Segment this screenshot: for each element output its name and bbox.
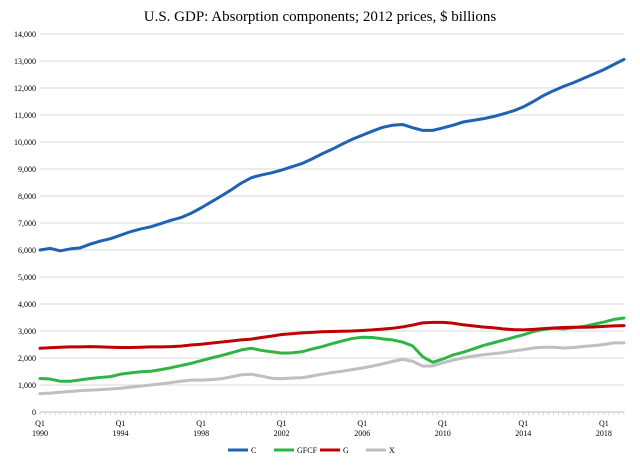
chart-title: U.S. GDP: Absorption components; 2012 pr… bbox=[144, 9, 497, 25]
y-tick-label: 0 bbox=[32, 408, 36, 417]
y-tick-label: 9,000 bbox=[18, 165, 36, 174]
legend: C GFCF G X bbox=[228, 446, 395, 455]
y-tick-label: 11,000 bbox=[14, 111, 36, 120]
y-tick-label: 14,000 bbox=[14, 30, 36, 39]
series-line-gfcf bbox=[38, 316, 626, 383]
x-tick-year: 2014 bbox=[515, 429, 531, 438]
y-tick-label: 8,000 bbox=[18, 192, 36, 201]
legend-label-x: X bbox=[389, 446, 395, 455]
series-line-c bbox=[38, 57, 626, 253]
legend-label-c: C bbox=[251, 446, 256, 455]
x-tick-quarter: Q1 bbox=[518, 419, 528, 428]
y-tick-label: 13,000 bbox=[14, 57, 36, 66]
x-tick-year: 2018 bbox=[596, 429, 612, 438]
x-tick-quarter: Q1 bbox=[357, 419, 367, 428]
series-group bbox=[38, 57, 626, 396]
series-line-g bbox=[38, 320, 626, 350]
x-tick-year: 2002 bbox=[274, 429, 290, 438]
y-tick-label: 2,000 bbox=[18, 354, 36, 363]
y-tick-label: 7,000 bbox=[18, 219, 36, 228]
y-tick-label: 4,000 bbox=[18, 300, 36, 309]
x-tick-quarter: Q1 bbox=[196, 419, 206, 428]
x-tick-year: 1994 bbox=[113, 429, 129, 438]
series-line-x bbox=[38, 341, 626, 396]
y-tick-label: 5,000 bbox=[18, 273, 36, 282]
y-axis: 0 1,000 2,000 3,000 4,000 5,000 6,000 7,000 8,00… bbox=[14, 30, 36, 417]
x-tick-year: 1990 bbox=[32, 429, 48, 438]
x-axis: Q11990Q11994Q11998Q12002Q12006Q12010Q120… bbox=[32, 412, 625, 438]
x-tick-quarter: Q1 bbox=[116, 419, 126, 428]
y-tick-label: 12,000 bbox=[14, 84, 36, 93]
y-tick-label: 10,000 bbox=[14, 138, 36, 147]
x-tick-quarter: Q1 bbox=[599, 419, 609, 428]
x-tick-quarter: Q1 bbox=[35, 419, 45, 428]
y-tick-label: 6,000 bbox=[18, 246, 36, 255]
x-tick-year: 2010 bbox=[435, 429, 451, 438]
x-tick-year: 2006 bbox=[354, 429, 370, 438]
legend-label-gfcf: GFCF bbox=[297, 446, 318, 455]
legend-label-g: G bbox=[343, 446, 349, 455]
y-tick-label: 1,000 bbox=[18, 381, 36, 390]
y-tick-label: 3,000 bbox=[18, 327, 36, 336]
x-tick-year: 1998 bbox=[193, 429, 209, 438]
x-tick-quarter: Q1 bbox=[277, 419, 287, 428]
x-tick-quarter: Q1 bbox=[438, 419, 448, 428]
gridlines bbox=[40, 33, 624, 413]
